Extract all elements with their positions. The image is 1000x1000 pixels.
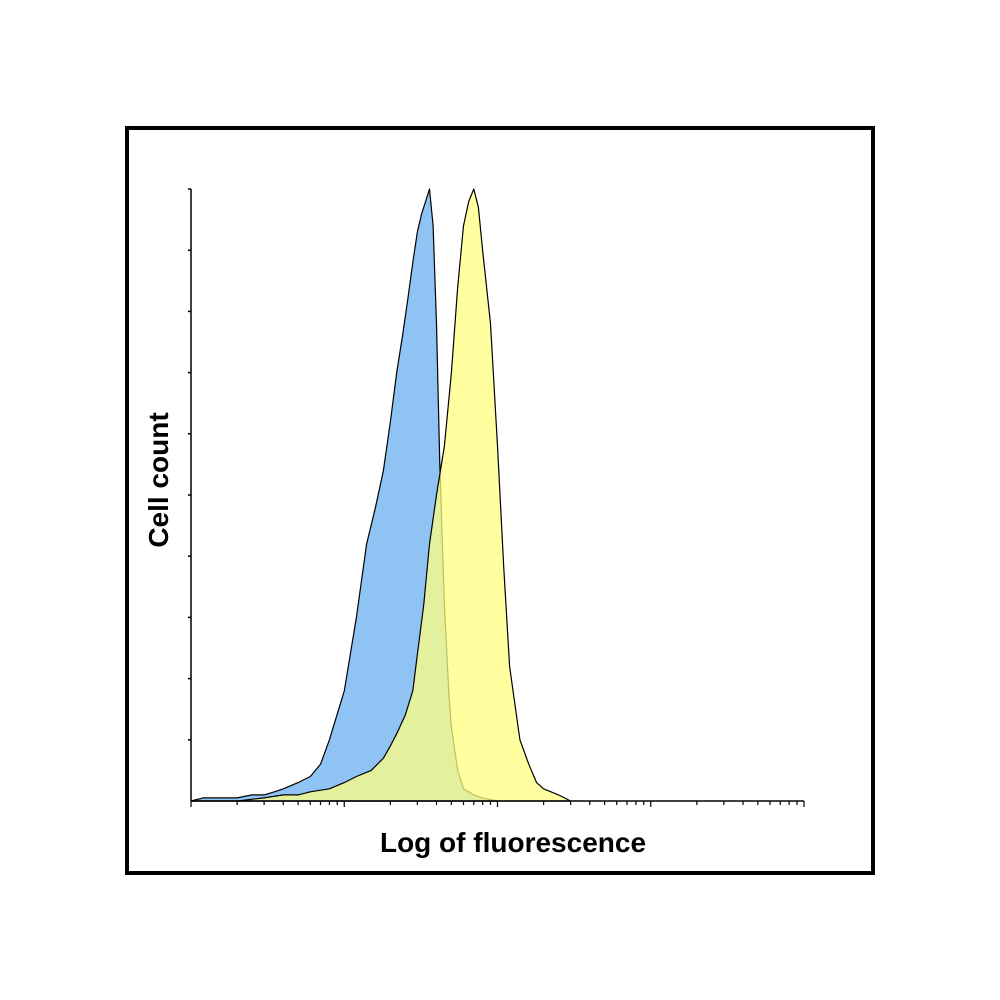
axis-layer [188, 188, 805, 807]
series-yellow-histogram [190, 188, 572, 802]
y-axis-label: Cell count [143, 412, 174, 547]
series-layer [190, 188, 572, 802]
x-axis-label: Log of fluorescence [380, 827, 646, 858]
